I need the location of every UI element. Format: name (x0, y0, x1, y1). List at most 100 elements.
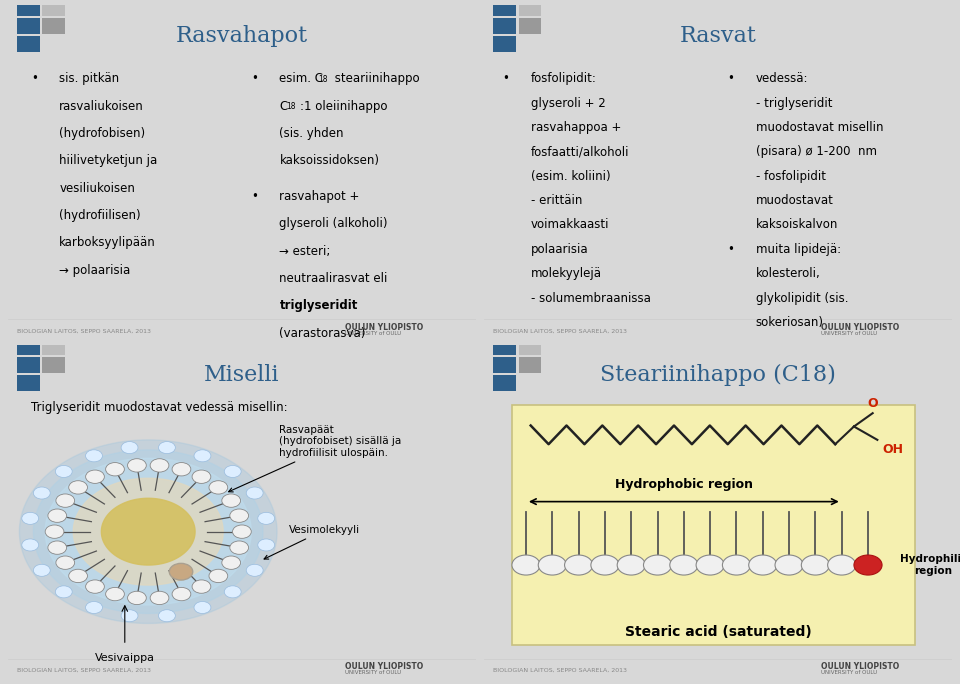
Circle shape (128, 459, 146, 472)
Polygon shape (19, 440, 277, 623)
Text: neutraalirasvat eli: neutraalirasvat eli (279, 272, 388, 285)
Circle shape (828, 555, 855, 575)
Text: kaksoissidoksen): kaksoissidoksen) (279, 155, 379, 168)
Text: rasvahapot +: rasvahapot + (279, 190, 360, 203)
Circle shape (56, 466, 72, 477)
Text: C: C (279, 100, 288, 113)
Text: UNIVERSITY of OULU: UNIVERSITY of OULU (821, 670, 877, 675)
Text: rasvaliukoisen: rasvaliukoisen (60, 100, 144, 113)
Text: Steariinihappo (C18): Steariinihappo (C18) (600, 364, 836, 386)
Circle shape (85, 470, 105, 484)
FancyBboxPatch shape (493, 18, 516, 34)
Circle shape (48, 509, 66, 523)
FancyBboxPatch shape (42, 358, 65, 373)
Text: (esim. koliini): (esim. koliini) (531, 170, 611, 183)
Circle shape (34, 487, 50, 499)
Circle shape (22, 539, 38, 551)
Circle shape (48, 541, 66, 554)
Circle shape (128, 591, 146, 605)
Text: •: • (252, 73, 258, 86)
Circle shape (512, 555, 540, 575)
FancyBboxPatch shape (518, 0, 541, 16)
Text: OULUN YLIOPISTO: OULUN YLIOPISTO (345, 323, 423, 332)
Circle shape (22, 512, 38, 525)
FancyBboxPatch shape (42, 18, 65, 34)
Text: (pisara) ø 1-200  nm: (pisara) ø 1-200 nm (756, 145, 876, 158)
Text: Miselli: Miselli (204, 364, 279, 386)
Text: (hydrofobisen): (hydrofobisen) (60, 127, 145, 140)
Text: BIOLOGIAN LAITOS, SEPPO SAARELA, 2013: BIOLOGIAN LAITOS, SEPPO SAARELA, 2013 (493, 668, 627, 672)
Text: 18: 18 (318, 75, 327, 84)
Text: OULUN YLIOPISTO: OULUN YLIOPISTO (345, 662, 423, 671)
Circle shape (643, 555, 672, 575)
FancyBboxPatch shape (512, 405, 915, 645)
Text: BIOLOGIAN LAITOS, SEPPO SAARELA, 2013: BIOLOGIAN LAITOS, SEPPO SAARELA, 2013 (17, 328, 151, 333)
Text: triglyseridit: triglyseridit (279, 300, 358, 313)
Circle shape (232, 525, 252, 538)
Circle shape (258, 539, 275, 551)
Text: Vesivaippa: Vesivaippa (95, 653, 155, 663)
FancyBboxPatch shape (493, 376, 516, 391)
FancyBboxPatch shape (17, 36, 39, 52)
Circle shape (158, 442, 176, 453)
Text: Vesimolekyyli: Vesimolekyyli (264, 525, 360, 559)
Circle shape (670, 555, 698, 575)
Text: kaksoiskalvon: kaksoiskalvon (756, 218, 838, 231)
FancyBboxPatch shape (518, 18, 541, 34)
Circle shape (106, 588, 125, 601)
Circle shape (209, 569, 228, 583)
FancyBboxPatch shape (493, 358, 516, 373)
Circle shape (222, 556, 241, 569)
Circle shape (225, 466, 241, 477)
Polygon shape (34, 450, 263, 614)
Circle shape (172, 588, 191, 601)
Text: •: • (728, 243, 734, 256)
FancyBboxPatch shape (17, 0, 39, 16)
Circle shape (192, 470, 211, 484)
Text: (sis. yhden: (sis. yhden (279, 127, 344, 140)
Circle shape (150, 459, 169, 472)
Text: (varastorasva): (varastorasva) (279, 327, 366, 340)
Text: :1 oleiinihappo: :1 oleiinihappo (300, 100, 387, 113)
Circle shape (85, 580, 105, 593)
Text: BIOLOGIAN LAITOS, SEPPO SAARELA, 2013: BIOLOGIAN LAITOS, SEPPO SAARELA, 2013 (493, 328, 627, 333)
Text: muodostavat misellin: muodostavat misellin (756, 121, 883, 134)
Text: •: • (252, 190, 258, 203)
Polygon shape (73, 478, 223, 585)
Text: •: • (31, 73, 38, 86)
Circle shape (172, 462, 191, 476)
Circle shape (192, 580, 211, 593)
Circle shape (723, 555, 751, 575)
Polygon shape (45, 458, 252, 605)
Text: - erittäin: - erittäin (531, 194, 582, 207)
Text: UNIVERSITY of OULU: UNIVERSITY of OULU (345, 670, 401, 675)
Circle shape (106, 462, 125, 476)
Circle shape (169, 564, 193, 580)
FancyBboxPatch shape (42, 0, 65, 16)
Text: glyseroli (alkoholi): glyseroli (alkoholi) (279, 218, 388, 231)
Circle shape (69, 569, 87, 583)
Circle shape (69, 481, 87, 494)
Circle shape (258, 512, 275, 525)
Circle shape (564, 555, 592, 575)
Text: molekyylejä: molekyylejä (531, 267, 602, 280)
FancyBboxPatch shape (518, 339, 541, 356)
Text: sis. pitkän: sis. pitkän (60, 73, 119, 86)
Circle shape (225, 586, 241, 598)
Text: Stearic acid (saturated): Stearic acid (saturated) (625, 624, 811, 639)
Polygon shape (102, 498, 195, 565)
Text: - fosfolipidit: - fosfolipidit (756, 170, 826, 183)
Text: glyseroli + 2: glyseroli + 2 (531, 96, 606, 109)
Circle shape (194, 601, 211, 614)
Circle shape (121, 609, 138, 622)
Text: muita lipidejä:: muita lipidejä: (756, 243, 841, 256)
Text: 18: 18 (286, 103, 296, 111)
Circle shape (85, 601, 103, 614)
Circle shape (56, 586, 72, 598)
Text: vesiliukoisen: vesiliukoisen (60, 182, 135, 195)
Circle shape (696, 555, 724, 575)
Text: steariinihappo: steariinihappo (331, 73, 420, 86)
FancyBboxPatch shape (493, 339, 516, 356)
Circle shape (229, 541, 249, 554)
Text: Rasvahapot: Rasvahapot (176, 25, 308, 47)
